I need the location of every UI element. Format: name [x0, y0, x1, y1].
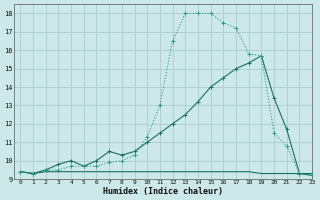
X-axis label: Humidex (Indice chaleur): Humidex (Indice chaleur) [103, 187, 223, 196]
